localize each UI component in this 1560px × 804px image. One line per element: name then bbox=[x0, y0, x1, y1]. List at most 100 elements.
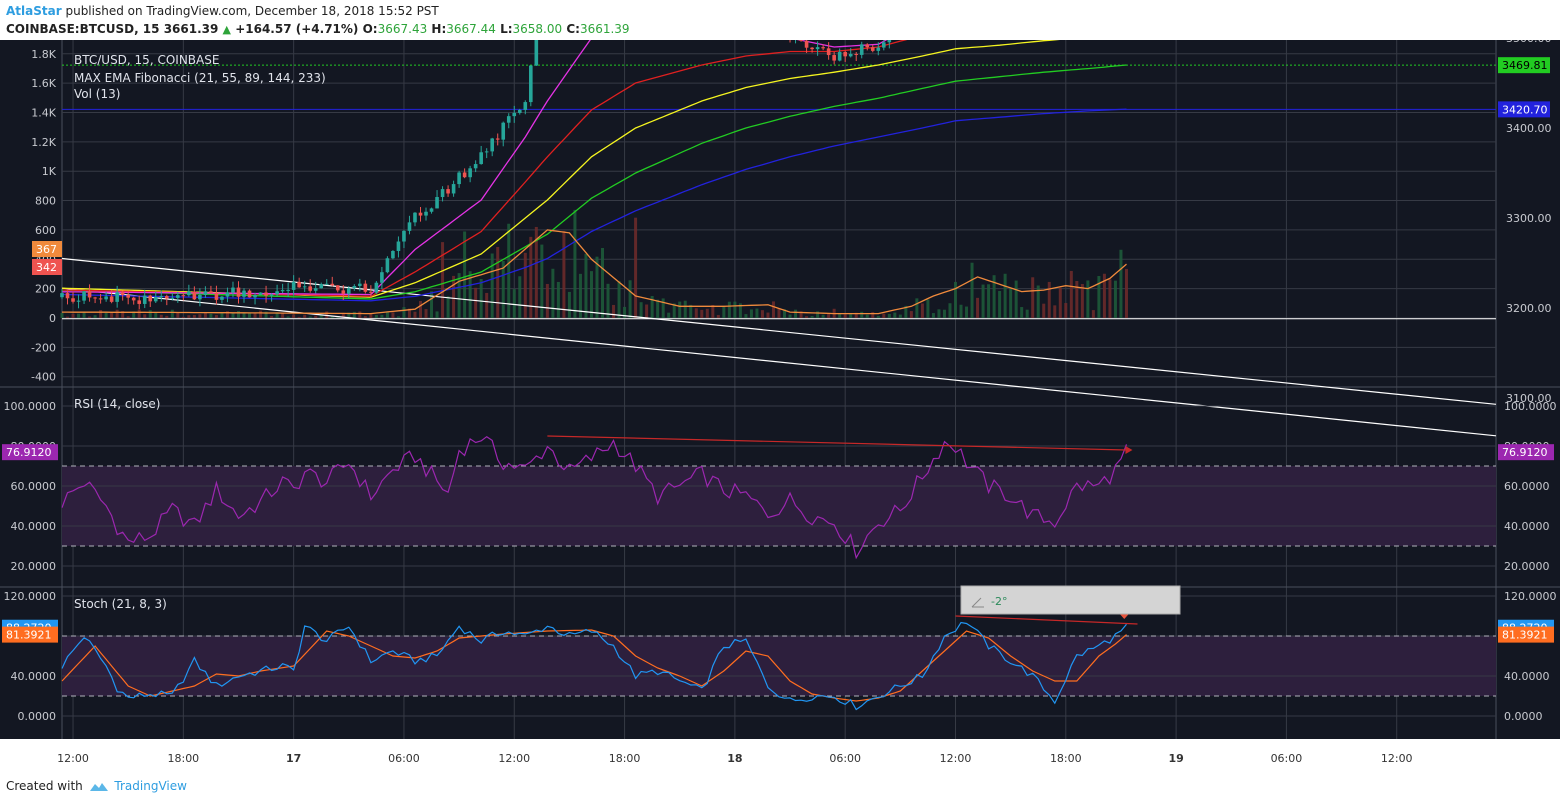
rsi-legend-title: RSI (14, close) bbox=[74, 397, 160, 411]
candle-body bbox=[302, 286, 307, 288]
volume-bar bbox=[99, 310, 103, 318]
volume-bar bbox=[716, 314, 720, 318]
volume-bar bbox=[617, 281, 621, 318]
volume-bar bbox=[82, 311, 86, 318]
chart-background bbox=[0, 40, 1560, 739]
author-link[interactable]: AtlaStar bbox=[6, 4, 62, 18]
volume-bar bbox=[143, 314, 147, 318]
published-text: published on TradingView.com, December 1… bbox=[65, 4, 439, 18]
candle-body bbox=[451, 184, 456, 194]
volume-bar bbox=[1003, 273, 1007, 318]
volume-bar bbox=[738, 303, 742, 318]
volume-bar bbox=[827, 313, 831, 318]
candle-body bbox=[473, 164, 478, 169]
volume-label-text: 367 bbox=[36, 243, 57, 256]
candle-body bbox=[181, 295, 186, 297]
stoch-k-line bbox=[61, 621, 1127, 711]
volume-bar bbox=[419, 300, 422, 318]
time-axis-tick: 18:00 bbox=[609, 752, 641, 765]
volume-axis-tick: 1.4K bbox=[31, 106, 56, 119]
close-label: C: bbox=[566, 22, 580, 36]
volume-bar bbox=[683, 300, 687, 318]
volume-bar bbox=[733, 301, 737, 318]
stoch-axis-tick-right: 40.0000 bbox=[1504, 670, 1550, 683]
chart-canvas[interactable]: 1.8K1.6K1.4K1.2K1K8006004002000-200-4003… bbox=[0, 40, 1560, 772]
stoch-legend-title: Stoch (21, 8, 3) bbox=[74, 597, 167, 611]
volume-bar bbox=[137, 309, 141, 318]
volume-bar bbox=[612, 304, 616, 318]
volume-bar bbox=[248, 312, 252, 318]
candle-body bbox=[142, 295, 147, 304]
volume-bar bbox=[358, 311, 362, 318]
volume-bar bbox=[650, 295, 654, 318]
stoch-axis-tick-right: 0.0000 bbox=[1504, 710, 1543, 723]
volume-bar bbox=[760, 310, 764, 318]
volume-bar bbox=[60, 312, 64, 318]
volume-bar bbox=[479, 279, 483, 318]
stoch-divergence-line bbox=[955, 615, 1138, 625]
volume-bar bbox=[965, 306, 969, 318]
candle-body bbox=[137, 300, 142, 304]
time-axis-tick: 18:00 bbox=[1050, 752, 1082, 765]
volume-bar bbox=[203, 312, 207, 318]
volume-bar bbox=[667, 312, 671, 318]
candle-body bbox=[291, 281, 296, 290]
volume-bar bbox=[998, 290, 1002, 318]
volume-bar bbox=[1091, 310, 1095, 318]
high-value: 3667.44 bbox=[446, 22, 496, 36]
candle-body bbox=[76, 300, 81, 302]
volume-bar bbox=[931, 313, 935, 318]
candle-body bbox=[269, 294, 274, 296]
volume-bar bbox=[435, 311, 439, 318]
candle-body bbox=[187, 291, 191, 296]
angle-icon bbox=[971, 597, 984, 608]
candle-body bbox=[429, 208, 434, 212]
rsi-axis-tick-left: 20.0000 bbox=[11, 560, 57, 573]
candle-body bbox=[418, 212, 423, 216]
candle-body bbox=[385, 258, 390, 273]
candle-body bbox=[71, 298, 75, 302]
volume-bar bbox=[352, 311, 356, 318]
tradingview-link[interactable]: TradingView bbox=[114, 779, 187, 793]
volume-bar bbox=[843, 314, 847, 318]
volume-bar bbox=[953, 281, 957, 318]
volume-bar bbox=[457, 273, 461, 318]
volume-bar bbox=[628, 280, 632, 318]
up-arrow-icon: ▲ bbox=[222, 23, 232, 36]
volume-bar bbox=[865, 314, 869, 318]
volume-bar bbox=[1102, 273, 1106, 318]
rsi-divergence-line bbox=[547, 435, 1127, 451]
volume-bar bbox=[1069, 270, 1073, 318]
volume-bar bbox=[567, 291, 571, 318]
created-with-text: Created with bbox=[6, 779, 83, 793]
rsi-band bbox=[62, 466, 1496, 546]
volume-bar bbox=[589, 271, 593, 318]
high-label: H: bbox=[431, 22, 447, 36]
volume-bar bbox=[259, 310, 263, 318]
candle-body bbox=[319, 284, 324, 289]
candle-body bbox=[479, 152, 483, 165]
volume-bar bbox=[121, 311, 125, 318]
candle-body bbox=[848, 53, 853, 57]
volume-bar bbox=[893, 312, 897, 318]
volume-bar bbox=[319, 314, 323, 318]
stoch-axis-tick-right: 120.0000 bbox=[1504, 590, 1557, 603]
volume-bar bbox=[181, 316, 185, 318]
volume-bar bbox=[1031, 277, 1035, 318]
volume-bar bbox=[694, 308, 698, 318]
candle-body bbox=[192, 291, 197, 300]
rsi-axis-tick-right: 100.0000 bbox=[1504, 400, 1557, 413]
volume-bar bbox=[976, 297, 980, 318]
volume-bar bbox=[981, 284, 985, 318]
volume-bar bbox=[1124, 268, 1128, 318]
candle-body bbox=[247, 290, 252, 298]
volume-bar bbox=[689, 304, 693, 318]
candle-body bbox=[104, 296, 108, 300]
candle-body bbox=[484, 151, 489, 153]
volume-bar bbox=[236, 311, 240, 318]
volume-bar bbox=[661, 298, 665, 318]
angle-tooltip-box bbox=[960, 585, 1181, 615]
volume-bar bbox=[810, 315, 814, 318]
volume-bar bbox=[1042, 303, 1046, 318]
volume-bar bbox=[942, 309, 946, 318]
